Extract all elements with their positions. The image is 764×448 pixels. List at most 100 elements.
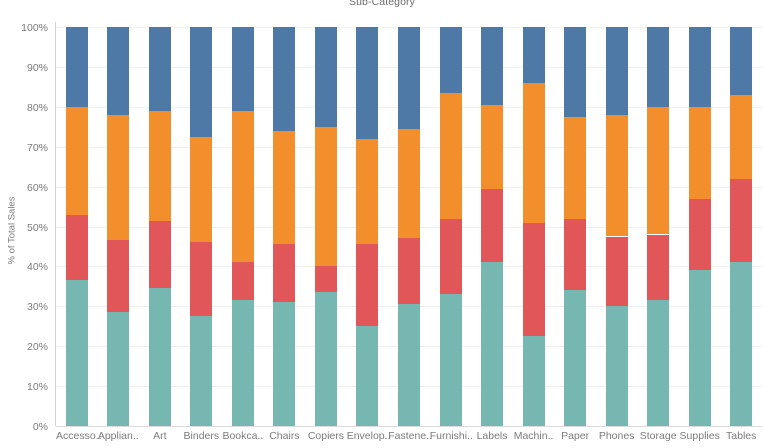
bar-segment[interactable] (356, 244, 378, 327)
bar-segment[interactable] (689, 270, 711, 426)
bar-segment[interactable] (440, 27, 462, 93)
bar-accessories[interactable] (66, 27, 88, 426)
bar-segment[interactable] (149, 27, 171, 111)
bar-segment[interactable] (190, 27, 212, 137)
bar-segment[interactable] (398, 238, 420, 305)
bar-segment[interactable] (564, 290, 586, 426)
bar-segment[interactable] (564, 116, 586, 219)
bar-supplies[interactable] (689, 27, 711, 426)
bar-segment[interactable] (273, 302, 295, 426)
bar-bookcases[interactable] (232, 27, 254, 426)
bar-segment[interactable] (398, 27, 420, 129)
bar-tables[interactable] (730, 27, 752, 426)
bar-segment[interactable] (315, 27, 337, 127)
bar-segment[interactable] (440, 294, 462, 426)
bar-segment[interactable] (440, 218, 462, 295)
bar-fasteners[interactable] (398, 27, 420, 426)
x-axis-tick-label[interactable]: Phones (598, 430, 635, 442)
x-axis-tick-label[interactable]: Supplies (679, 430, 720, 442)
bar-segment[interactable] (190, 136, 212, 243)
x-axis-tick-label[interactable]: Paper (561, 430, 590, 442)
x-axis-tick-label[interactable]: Copiers (307, 430, 345, 442)
bar-segment[interactable] (66, 280, 88, 426)
x-axis-tick-label[interactable]: Art (153, 430, 167, 442)
bar-segment[interactable] (647, 27, 669, 107)
bar-segment[interactable] (398, 128, 420, 239)
bar-segment[interactable] (107, 240, 129, 313)
bar-segment[interactable] (606, 27, 628, 115)
bar-binders[interactable] (190, 27, 212, 426)
bar-segment[interactable] (232, 110, 254, 263)
bar-segment[interactable] (232, 27, 254, 111)
bar-segment[interactable] (481, 262, 503, 426)
bar-envelopes[interactable] (356, 27, 378, 426)
bar-segment[interactable] (481, 104, 503, 189)
x-axis-tick-label[interactable]: Labels (476, 430, 508, 442)
bar-segment[interactable] (523, 222, 545, 337)
bar-segment[interactable] (606, 114, 628, 237)
bar-segment[interactable] (523, 336, 545, 426)
bar-art[interactable] (149, 27, 171, 426)
bar-segment[interactable] (647, 300, 669, 426)
bar-segment[interactable] (315, 292, 337, 426)
bar-storage[interactable] (647, 27, 669, 426)
bar-segment[interactable] (523, 27, 545, 83)
bar-segment[interactable] (606, 306, 628, 426)
bar-segment[interactable] (107, 27, 129, 115)
bar-segment[interactable] (647, 106, 669, 235)
bar-segment[interactable] (190, 316, 212, 426)
bar-phones[interactable] (606, 27, 628, 426)
bar-segment[interactable] (232, 300, 254, 426)
bar-furnishings[interactable] (440, 27, 462, 426)
x-axis-tick-label[interactable]: Chairs (269, 430, 300, 442)
bar-segment[interactable] (315, 266, 337, 293)
bar-segment[interactable] (481, 27, 503, 105)
bar-segment[interactable] (149, 220, 171, 289)
bar-segment[interactable] (149, 288, 171, 426)
bar-segment[interactable] (66, 214, 88, 281)
bar-segment[interactable] (398, 304, 420, 426)
bar-segment[interactable] (730, 27, 752, 95)
bar-segment[interactable] (689, 27, 711, 107)
bar-segment[interactable] (689, 198, 711, 271)
bar-segment[interactable] (481, 188, 503, 263)
bar-segment[interactable] (149, 110, 171, 221)
bar-segment[interactable] (273, 27, 295, 131)
x-axis-tick-label[interactable]: Accesso.. (56, 430, 102, 442)
x-axis-tick-label[interactable]: Furnishi.. (429, 430, 473, 442)
x-axis-tick-label[interactable]: Storage (639, 430, 677, 442)
bar-segment[interactable] (66, 106, 88, 215)
bar-segment[interactable] (523, 82, 545, 223)
bar-segment[interactable] (273, 244, 295, 303)
bar-segment[interactable] (606, 236, 628, 307)
bar-segment[interactable] (315, 126, 337, 267)
bar-segment[interactable] (107, 312, 129, 426)
bar-machines[interactable] (523, 27, 545, 426)
bar-segment[interactable] (440, 92, 462, 219)
bar-segment[interactable] (689, 106, 711, 199)
bar-paper[interactable] (564, 27, 586, 426)
x-axis-tick-label[interactable]: Envelop.. (346, 430, 391, 442)
bar-segment[interactable] (107, 114, 129, 241)
bar-segment[interactable] (232, 262, 254, 301)
bar-segment[interactable] (564, 218, 586, 291)
bar-segment[interactable] (564, 27, 586, 117)
bar-labels[interactable] (481, 27, 503, 426)
bar-segment[interactable] (190, 242, 212, 317)
x-axis-tick-label[interactable]: Machin.. (513, 430, 554, 442)
bar-segment[interactable] (356, 27, 378, 139)
bar-chairs[interactable] (273, 27, 295, 426)
bar-segment[interactable] (356, 326, 378, 426)
bar-copiers[interactable] (315, 27, 337, 426)
bar-segment[interactable] (730, 262, 752, 426)
x-axis-tick-label[interactable]: Fastene.. (388, 430, 433, 442)
x-axis-tick-label[interactable]: Applian.. (97, 430, 139, 442)
x-axis-tick-label[interactable]: Tables (726, 430, 757, 442)
bar-appliances[interactable] (107, 27, 129, 426)
bar-segment[interactable] (730, 178, 752, 263)
bar-segment[interactable] (273, 130, 295, 245)
bar-segment[interactable] (730, 94, 752, 179)
bar-segment[interactable] (66, 27, 88, 107)
x-axis-tick-label[interactable]: Bookca.. (222, 430, 264, 442)
bar-segment[interactable] (356, 138, 378, 245)
